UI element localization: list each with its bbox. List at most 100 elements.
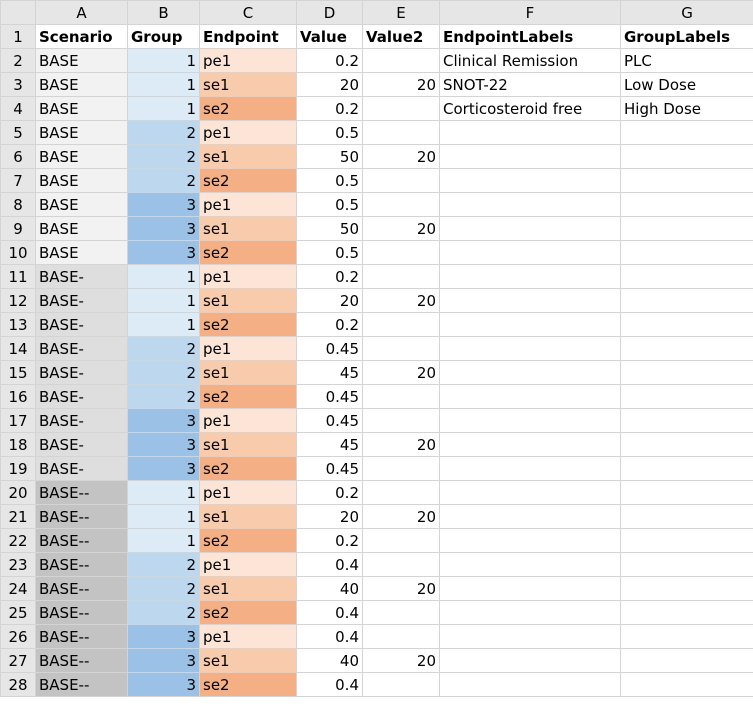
cell-group-label[interactable] — [620, 528, 753, 553]
cell-endpoint-label[interactable] — [439, 120, 621, 145]
cell-endpoint-label[interactable] — [439, 456, 621, 481]
cell-endpoint-label[interactable] — [439, 192, 621, 217]
header-cell-group-labels[interactable]: GroupLabels — [620, 24, 753, 49]
cell-endpoint[interactable]: se1 — [199, 288, 297, 313]
row-header[interactable]: 15 — [0, 360, 36, 385]
header-cell-endpoint[interactable]: Endpoint — [199, 24, 297, 49]
cell-endpoint[interactable]: se2 — [199, 168, 297, 193]
cell-value[interactable]: 0.5 — [296, 240, 363, 265]
cell-endpoint[interactable]: pe1 — [199, 624, 297, 649]
cell-scenario[interactable]: BASE-- — [35, 672, 128, 697]
header-cell-scenario[interactable]: Scenario — [35, 24, 128, 49]
header-cell-value[interactable]: Value — [296, 24, 363, 49]
cell-group[interactable]: 2 — [127, 120, 200, 145]
row-header[interactable]: 18 — [0, 432, 36, 457]
row-header[interactable]: 14 — [0, 336, 36, 361]
cell-value[interactable]: 45 — [296, 360, 363, 385]
cell-endpoint-label[interactable] — [439, 408, 621, 433]
cell-scenario[interactable]: BASE — [35, 96, 128, 121]
row-header[interactable]: 22 — [0, 528, 36, 553]
cell-endpoint-label[interactable] — [439, 624, 621, 649]
cell-value[interactable]: 0.45 — [296, 456, 363, 481]
cell-endpoint[interactable]: se1 — [199, 360, 297, 385]
cell-endpoint-label[interactable] — [439, 288, 621, 313]
cell-scenario[interactable]: BASE- — [35, 336, 128, 361]
cell-endpoint[interactable]: se1 — [199, 72, 297, 97]
cell-scenario[interactable]: BASE-- — [35, 648, 128, 673]
cell-group[interactable]: 3 — [127, 192, 200, 217]
cell-group[interactable]: 1 — [127, 504, 200, 529]
cell-value[interactable]: 0.4 — [296, 624, 363, 649]
cell-group-label[interactable] — [620, 264, 753, 289]
cell-group[interactable]: 2 — [127, 360, 200, 385]
cell-value[interactable]: 0.2 — [296, 480, 363, 505]
cell-scenario[interactable]: BASE- — [35, 384, 128, 409]
row-header[interactable]: 21 — [0, 504, 36, 529]
cell-endpoint[interactable]: se1 — [199, 432, 297, 457]
cell-value2[interactable] — [362, 480, 440, 505]
cell-endpoint-label[interactable] — [439, 360, 621, 385]
cell-value2[interactable] — [362, 192, 440, 217]
cell-value2[interactable] — [362, 552, 440, 577]
cell-value2[interactable] — [362, 336, 440, 361]
header-cell-value2[interactable]: Value2 — [362, 24, 440, 49]
cell-value[interactable]: 0.5 — [296, 192, 363, 217]
cell-scenario[interactable]: BASE- — [35, 312, 128, 337]
cell-value[interactable]: 0.5 — [296, 120, 363, 145]
cell-endpoint-label[interactable] — [439, 648, 621, 673]
cell-group-label[interactable] — [620, 456, 753, 481]
cell-group-label[interactable] — [620, 288, 753, 313]
cell-endpoint[interactable]: pe1 — [199, 336, 297, 361]
cell-value[interactable]: 0.4 — [296, 672, 363, 697]
cell-value2[interactable] — [362, 264, 440, 289]
cell-value2[interactable] — [362, 96, 440, 121]
cell-endpoint-label[interactable]: SNOT-22 — [439, 72, 621, 97]
cell-endpoint-label[interactable] — [439, 216, 621, 241]
cell-group[interactable]: 1 — [127, 480, 200, 505]
cell-value[interactable]: 20 — [296, 504, 363, 529]
row-header[interactable]: 19 — [0, 456, 36, 481]
cell-group[interactable]: 1 — [127, 72, 200, 97]
cell-value[interactable]: 0.2 — [296, 48, 363, 73]
cell-group[interactable]: 2 — [127, 552, 200, 577]
cell-scenario[interactable]: BASE-- — [35, 480, 128, 505]
cell-group[interactable]: 3 — [127, 408, 200, 433]
cell-group[interactable]: 1 — [127, 96, 200, 121]
cell-scenario[interactable]: BASE- — [35, 408, 128, 433]
select-all-corner[interactable] — [0, 0, 36, 25]
cell-group[interactable]: 2 — [127, 144, 200, 169]
cell-group-label[interactable] — [620, 336, 753, 361]
cell-group[interactable]: 1 — [127, 312, 200, 337]
cell-group-label[interactable] — [620, 192, 753, 217]
column-header-d[interactable]: D — [296, 0, 363, 25]
cell-endpoint-label[interactable] — [439, 480, 621, 505]
cell-value2[interactable] — [362, 672, 440, 697]
cell-group[interactable]: 3 — [127, 648, 200, 673]
column-header-g[interactable]: G — [620, 0, 753, 25]
cell-value2[interactable] — [362, 528, 440, 553]
cell-group-label[interactable] — [620, 600, 753, 625]
cell-group-label[interactable] — [620, 408, 753, 433]
cell-endpoint-label[interactable] — [439, 144, 621, 169]
column-header-e[interactable]: E — [362, 0, 440, 25]
cell-scenario[interactable]: BASE-- — [35, 576, 128, 601]
cell-group-label[interactable]: PLC — [620, 48, 753, 73]
cell-group[interactable]: 2 — [127, 600, 200, 625]
cell-group-label[interactable] — [620, 648, 753, 673]
row-header[interactable]: 5 — [0, 120, 36, 145]
cell-group[interactable]: 3 — [127, 672, 200, 697]
cell-value[interactable]: 0.5 — [296, 168, 363, 193]
cell-endpoint[interactable]: se1 — [199, 504, 297, 529]
cell-group-label[interactable]: Low Dose — [620, 72, 753, 97]
row-header[interactable]: 23 — [0, 552, 36, 577]
row-header[interactable]: 7 — [0, 168, 36, 193]
cell-value[interactable]: 0.2 — [296, 264, 363, 289]
cell-value2[interactable]: 20 — [362, 72, 440, 97]
cell-group[interactable]: 2 — [127, 336, 200, 361]
cell-value[interactable]: 0.45 — [296, 408, 363, 433]
cell-value2[interactable] — [362, 168, 440, 193]
cell-group[interactable]: 3 — [127, 456, 200, 481]
cell-value[interactable]: 0.4 — [296, 552, 363, 577]
cell-scenario[interactable]: BASE- — [35, 360, 128, 385]
cell-value[interactable]: 0.2 — [296, 312, 363, 337]
